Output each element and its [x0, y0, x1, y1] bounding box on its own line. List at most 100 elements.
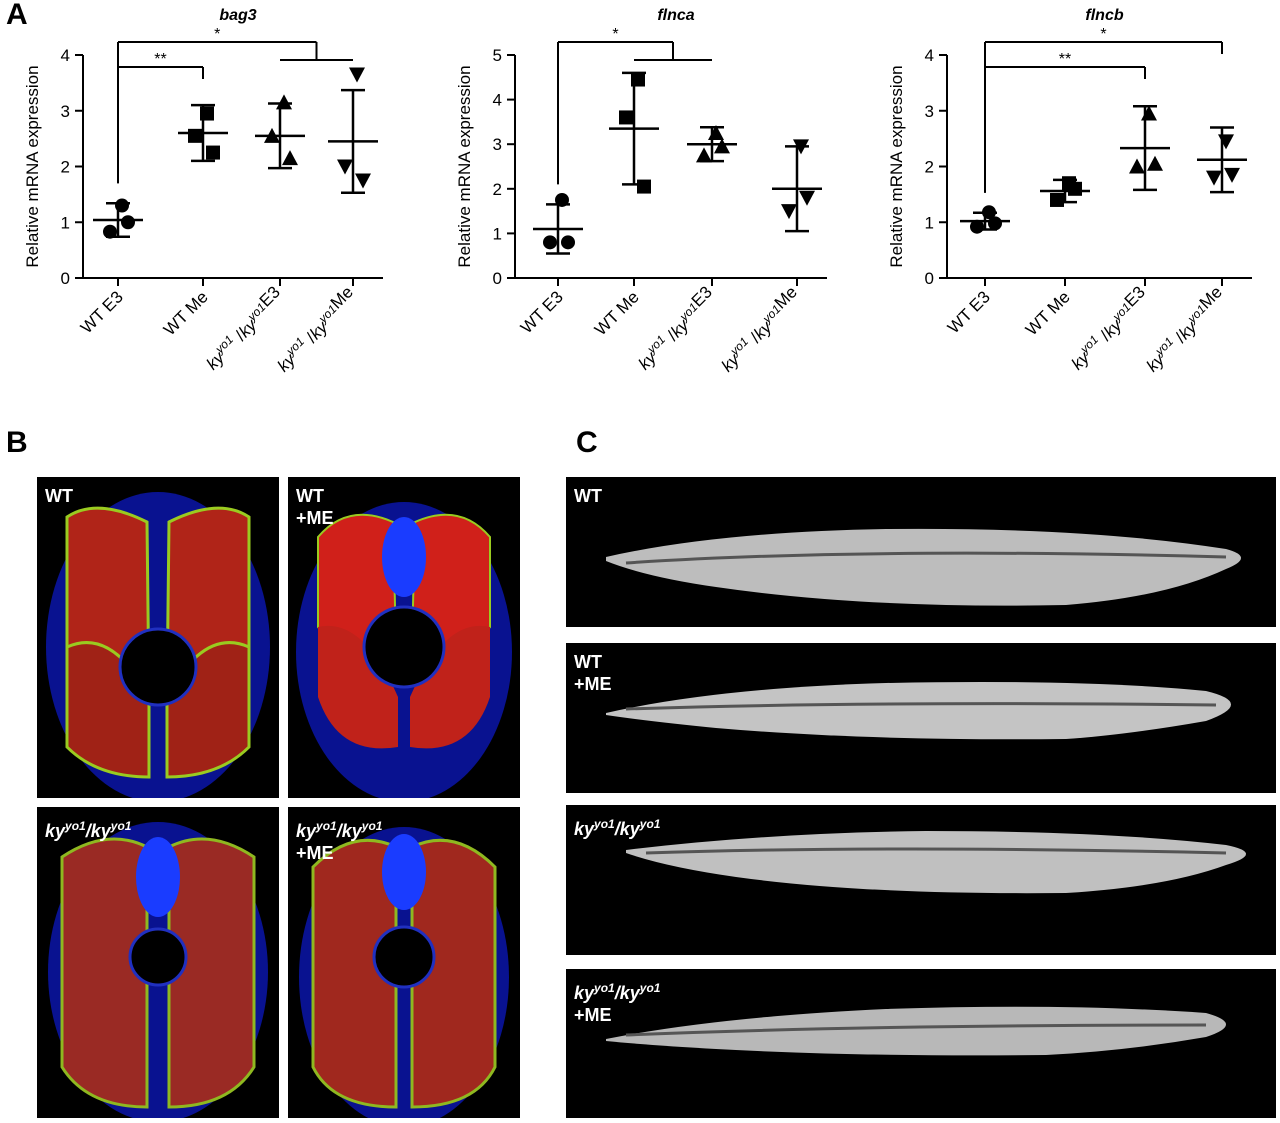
y-tick-label: 1	[493, 224, 502, 243]
tile-label: WT	[45, 485, 73, 507]
data-point	[543, 235, 557, 250]
data-point	[619, 110, 633, 125]
data-point	[561, 235, 575, 250]
tile-label: WT +ME	[574, 651, 612, 695]
data-point	[970, 219, 984, 234]
y-axis-label: Relative mRNA expression	[887, 65, 906, 267]
tile-allele-a: yo1	[594, 817, 615, 831]
section-image-wt: WT	[37, 477, 279, 798]
chart-flnca: 0 1 2 3 4 5 Relative mRNA expression flnca WT E3…	[455, 7, 827, 376]
section-illustration	[46, 492, 270, 798]
panel-label-b: B	[6, 426, 28, 459]
data-point	[799, 190, 815, 206]
x-tick-label: WT E3	[77, 287, 127, 337]
tile-gene-b: ky	[341, 821, 362, 841]
y-tick-label: 3	[925, 102, 934, 121]
tile-label: WT	[574, 485, 602, 507]
data-point	[103, 224, 117, 239]
data-point	[276, 94, 292, 110]
larva-image-ky-me: kyyo1/kyyo1 +ME	[566, 969, 1276, 1118]
tile-label: kyyo1/kyyo1 +ME	[296, 815, 382, 864]
tile-label: kyyo1/kyyo1 +ME	[574, 977, 660, 1026]
x-tick-label: kyyo1 /kyyo1Me	[713, 282, 806, 375]
tile-gene-a: ky	[574, 983, 595, 1003]
y-tick-label: 1	[925, 213, 934, 232]
section-illustration	[296, 502, 512, 798]
x-tick-label: WT Me	[1022, 287, 1074, 339]
tile-sep: /	[336, 821, 342, 841]
tile-label: kyyo1/kyyo1	[45, 815, 131, 842]
data-point	[1129, 158, 1145, 174]
tile-label: kyyo1/kyyo1	[574, 813, 660, 840]
data-point	[115, 198, 129, 213]
chart-bag3: 0 1 2 3 4 Relative mRNA expression bag3 WT E3 WT…	[23, 7, 383, 376]
data-point	[637, 179, 651, 194]
chart-title: flnca	[657, 7, 694, 24]
tile-allele-b: yo1	[361, 819, 383, 833]
y-axis-label: Relative mRNA expression	[23, 65, 42, 267]
data-point	[1141, 105, 1157, 121]
data-point	[1218, 134, 1234, 150]
data-point	[188, 128, 202, 143]
tile-allele-b: yo1	[110, 819, 132, 833]
x-tick-label: WT Me	[160, 287, 212, 339]
data-point	[793, 139, 809, 155]
data-point	[282, 150, 298, 166]
x-tick-label: WT E3	[944, 287, 994, 337]
tile-label-line1: WT	[574, 652, 602, 672]
y-tick-label: 2	[925, 158, 934, 177]
tile-allele-b: yo1	[639, 981, 661, 995]
y-tick-label: 1	[61, 213, 70, 232]
section-illustration	[299, 827, 509, 1118]
tile-label-line2: +ME	[296, 508, 334, 528]
tile-sep: /	[85, 821, 91, 841]
sig-label: *	[1100, 26, 1106, 43]
panel-a-charts: 0 1 2 3 4 Relative mRNA expression bag3 WT E3 WT…	[0, 0, 1280, 420]
data-point	[1224, 167, 1240, 183]
section-image-wt-me: WT +ME	[288, 477, 520, 798]
panel-label-c: C	[576, 426, 598, 459]
data-point	[696, 147, 712, 163]
chart-title: flncb	[1085, 7, 1123, 24]
larva-illustration	[606, 682, 1231, 740]
x-tick-label: kyyo1 /kyyo1E3	[630, 282, 721, 373]
sig-label: *	[214, 26, 220, 43]
y-tick-label: 4	[493, 91, 502, 110]
tile-gene-b: ky	[619, 819, 640, 839]
data-point	[1206, 170, 1222, 186]
chart-title: bag3	[219, 7, 256, 24]
tile-allele-b: yo1	[639, 817, 661, 831]
data-point	[337, 159, 353, 175]
y-tick-label: 4	[61, 46, 70, 65]
larva-image-ky: kyyo1/kyyo1	[566, 805, 1276, 955]
data-point	[982, 205, 996, 220]
section-image-ky: kyyo1/kyyo1	[37, 807, 279, 1118]
x-tick-label: WT E3	[517, 287, 567, 337]
charts-svg: 0 1 2 3 4 Relative mRNA expression bag3 WT E3 WT…	[23, 7, 1252, 376]
y-tick-label: 5	[493, 46, 502, 65]
data-point	[988, 216, 1002, 231]
data-point	[631, 72, 645, 87]
larva-image-wt-me: WT +ME	[566, 643, 1276, 793]
data-point	[355, 173, 371, 189]
section-image-ky-me: kyyo1/kyyo1 +ME	[288, 807, 520, 1118]
tile-label-line2: +ME	[296, 843, 334, 863]
tile-allele-a: yo1	[316, 819, 337, 833]
tile-gene-b: ky	[90, 821, 111, 841]
y-tick-label: 3	[493, 135, 502, 154]
y-tick-label: 3	[61, 102, 70, 121]
tile-sep: /	[614, 819, 620, 839]
y-tick-label: 4	[925, 46, 934, 65]
x-tick-label: kyyo1 /kyyo1Me	[1138, 282, 1231, 375]
y-tick-label: 2	[493, 180, 502, 199]
data-point	[555, 192, 569, 207]
data-point	[349, 67, 365, 83]
panel-label-a: A	[6, 0, 28, 31]
y-tick-label: 2	[61, 158, 70, 177]
tile-label-line2: +ME	[574, 674, 612, 694]
tile-allele-a: yo1	[594, 981, 615, 995]
data-point	[121, 215, 135, 230]
chart-flncb: 0 1 2 3 4 Relative mRNA expression flncb WT E3 W…	[887, 7, 1252, 376]
y-tick-label: 0	[61, 269, 70, 288]
data-point	[714, 138, 730, 154]
